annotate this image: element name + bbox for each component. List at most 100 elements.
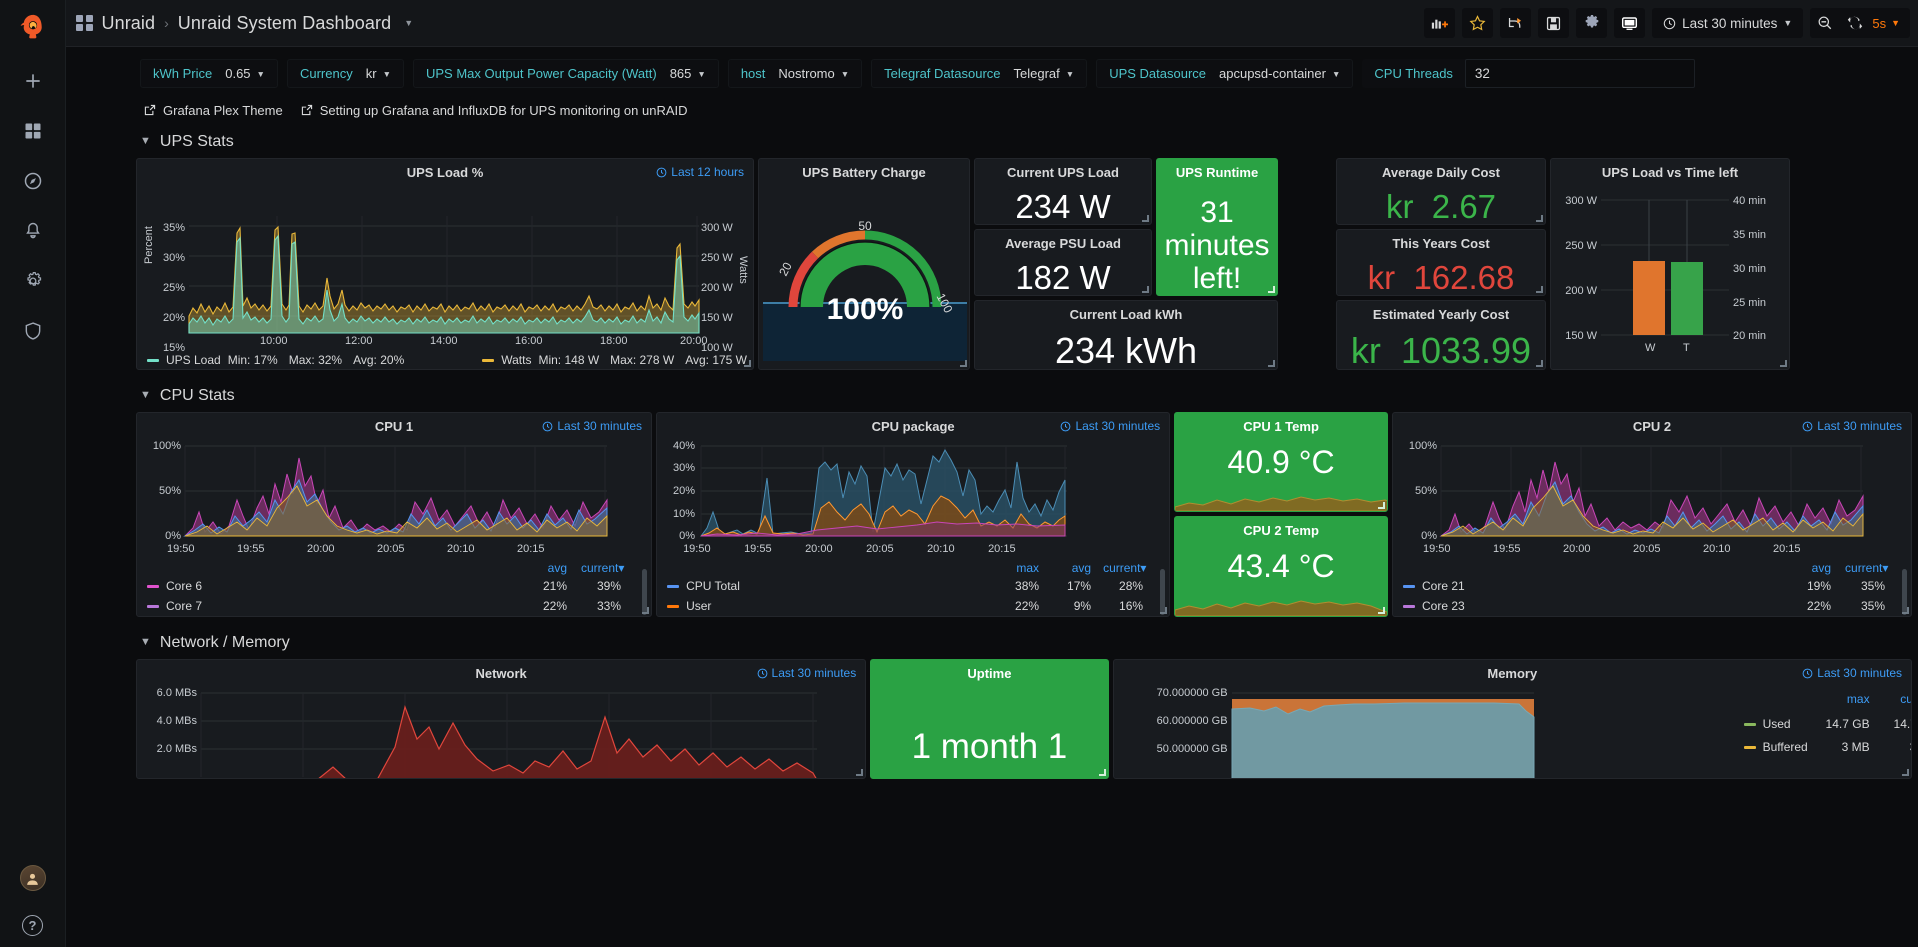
panel-this-years-cost[interactable]: This Years Cost kr 162.68: [1336, 229, 1546, 296]
panel-time-range[interactable]: Last 12 hours: [656, 165, 744, 179]
panel-resize-handle[interactable]: [1378, 502, 1386, 509]
panel-resize-handle[interactable]: [1536, 360, 1543, 367]
breadcrumb-dashboard-title[interactable]: Unraid System Dashboard: [177, 12, 392, 33]
grafana-logo[interactable]: [0, 0, 65, 56]
row-header-network-memory[interactable]: ▼ Network / Memory: [66, 627, 1918, 659]
panel-ups-load-percent[interactable]: UPS Load % Last 12 hours 35% 30% 25% 20%…: [136, 158, 754, 370]
panel-ups-battery-charge[interactable]: UPS Battery Charge 50 20 100 100%: [758, 158, 970, 370]
refresh-dashboard-button[interactable]: [1840, 8, 1870, 38]
panel-time-range[interactable]: Last 30 minutes: [1060, 419, 1160, 433]
panel-resize-handle[interactable]: [960, 360, 967, 367]
legend-scrollbar[interactable]: [1160, 569, 1166, 615]
sidebar-item-create[interactable]: [0, 56, 65, 106]
legend-header[interactable]: avg: [1811, 561, 1832, 575]
panel-resize-handle[interactable]: [1378, 607, 1386, 614]
row-header-cpu-stats[interactable]: ▼ CPU Stats: [66, 380, 1918, 412]
variable-telegraf-datasource[interactable]: Telegraf Datasource Telegraf ▼: [871, 59, 1088, 88]
row-header-ups-stats[interactable]: ▼ UPS Stats: [66, 126, 1918, 158]
panel-resize-handle[interactable]: [1536, 215, 1543, 222]
legend-item-core-21[interactable]: Core 21 19% 35%: [1393, 579, 1911, 593]
legend-header[interactable]: current▾: [581, 561, 625, 575]
panel-current-ups-load[interactable]: Current UPS Load 234 W: [974, 158, 1152, 225]
add-panel-button[interactable]: [1424, 8, 1456, 38]
legend-item-core-6[interactable]: Core 6 21% 39%: [137, 579, 651, 593]
legend-item-user[interactable]: User 22% 9% 16%: [657, 599, 1169, 613]
panel-resize-handle[interactable]: [1902, 769, 1909, 776]
legend-item-watts[interactable]: Watts Min: 148 W Max: 278 W Avg: 175 W: [482, 353, 747, 367]
legend-scrollbar[interactable]: [642, 569, 648, 615]
sidebar-item-server-admin[interactable]: [0, 306, 65, 356]
zoom-out-time-button[interactable]: [1810, 8, 1840, 38]
panel-cpu-package[interactable]: CPU package Last 30 minutes 40% 30% 20% …: [656, 412, 1171, 617]
dashboard-link-ups-monitoring-guide[interactable]: Setting up Grafana and InfluxDB for UPS …: [301, 103, 688, 118]
dashboard-link-grafana-plex-theme[interactable]: Grafana Plex Theme: [144, 103, 283, 118]
panel-resize-handle[interactable]: [1902, 607, 1909, 614]
panel-uptime[interactable]: Uptime 1 month 1: [870, 659, 1109, 779]
legend-header[interactable]: current: [1900, 692, 1911, 706]
panel-average-daily-cost[interactable]: Average Daily Cost kr 2.67: [1336, 158, 1546, 225]
panel-resize-handle[interactable]: [744, 360, 751, 367]
panel-resize-handle[interactable]: [1780, 360, 1787, 367]
mark-favorite-button[interactable]: [1462, 8, 1494, 38]
legend-item-buffered[interactable]: Buffered 3 MB 3 MB: [1743, 740, 1911, 754]
variable-kwh-price[interactable]: kWh Price 0.65 ▼: [140, 59, 278, 88]
variable-ups-datasource[interactable]: UPS Datasource apcupsd-container ▼: [1096, 59, 1354, 88]
variable-ups-max-output-power-capacity[interactable]: UPS Max Output Power Capacity (Watt) 865…: [412, 59, 719, 88]
sidebar-item-dashboards[interactable]: [0, 106, 65, 156]
legend-item-used[interactable]: Used 14.7 GB 14.7 GB: [1743, 717, 1911, 731]
legend-item-cpu-total[interactable]: CPU Total 38% 17% 28%: [657, 579, 1169, 593]
panel-resize-handle[interactable]: [1268, 286, 1275, 293]
breadcrumb-folder[interactable]: Unraid: [101, 12, 156, 33]
tv-mode-button[interactable]: [1614, 8, 1646, 38]
panel-memory[interactable]: Memory Last 30 minutes 70.000000 GB 60.0…: [1112, 659, 1912, 779]
legend-header[interactable]: current▾: [1845, 561, 1889, 575]
dashboard-settings-button[interactable]: [1576, 8, 1608, 38]
legend-item-ups-load[interactable]: UPS Load Min: 17% Max: 32% Avg: 20%: [147, 353, 404, 367]
time-range-picker[interactable]: Last 30 minutes ▼: [1652, 8, 1804, 38]
chevron-down-icon[interactable]: ▼: [404, 18, 414, 28]
share-dashboard-button[interactable]: [1500, 8, 1532, 38]
panel-time-range[interactable]: Last 30 minutes: [1802, 419, 1902, 433]
panel-cpu-2-temp[interactable]: CPU 2 Temp 43.4 °C: [1174, 516, 1389, 617]
legend-header[interactable]: current▾: [1103, 561, 1147, 575]
panel-resize-handle[interactable]: [1142, 286, 1149, 293]
panel-ups-load-vs-time-left[interactable]: UPS Load vs Time left 300 W 250 W 200 W …: [1550, 158, 1790, 370]
panel-resize-handle[interactable]: [1268, 360, 1275, 367]
panel-estimated-yearly-cost[interactable]: Estimated Yearly Cost kr 1033.99: [1336, 300, 1546, 370]
panel-resize-handle[interactable]: [856, 769, 864, 776]
legend-header[interactable]: avg: [1071, 561, 1092, 575]
panel-time-range[interactable]: Last 30 minutes: [757, 666, 856, 680]
panel-cpu-2[interactable]: CPU 2 Last 30 minutes 100% 50% 0%: [1392, 412, 1912, 617]
cpu-threads-input[interactable]: 32: [1464, 59, 1695, 88]
panel-time-range[interactable]: Last 30 minutes: [542, 419, 642, 433]
save-dashboard-button[interactable]: [1538, 8, 1570, 38]
legend-scrollbar[interactable]: [1902, 569, 1907, 615]
panel-resize-handle[interactable]: [1536, 286, 1543, 293]
panel-average-psu-load[interactable]: Average PSU Load 182 W: [974, 229, 1152, 296]
sidebar-item-explore[interactable]: [0, 156, 65, 206]
legend-label: Core 23: [1422, 599, 1465, 613]
panel-cpu-1[interactable]: CPU 1 Last 30 minutes 100% 50% 0%: [136, 412, 653, 617]
panel-current-load-kwh[interactable]: Current Load kWh 234 kWh: [974, 300, 1278, 370]
legend-header[interactable]: max: [1846, 692, 1870, 706]
panel-cpu-1-temp[interactable]: CPU 1 Temp 40.9 °C: [1174, 412, 1389, 512]
sidebar-item-configuration[interactable]: [0, 256, 65, 306]
panel-time-range[interactable]: Last 30 minutes: [1802, 666, 1902, 680]
panel-resize-handle[interactable]: [1142, 215, 1149, 222]
panel-network[interactable]: Network Last 30 minutes 6.0 MBs 4.0 MBs …: [136, 659, 867, 779]
variable-currency[interactable]: Currency kr ▼: [286, 59, 404, 88]
variable-host[interactable]: host Nostromo ▼: [727, 59, 863, 88]
legend-header[interactable]: avg: [547, 561, 567, 575]
panel-resize-handle[interactable]: [1098, 769, 1106, 776]
panel-ups-runtime[interactable]: UPS Runtime 31 minutes left!: [1156, 158, 1278, 296]
legend-item-core-7[interactable]: Core 7 22% 33%: [137, 599, 651, 613]
legend-item-core-23[interactable]: Core 23 22% 35%: [1393, 599, 1911, 613]
panel-resize-handle[interactable]: [1160, 607, 1168, 614]
panel-resize-handle[interactable]: [642, 607, 650, 614]
dashboards-grid-icon[interactable]: [76, 14, 93, 32]
legend-header[interactable]: max: [1016, 561, 1040, 575]
refresh-interval-picker[interactable]: 5s ▼: [1870, 16, 1910, 31]
sidebar-item-alerting[interactable]: [0, 206, 65, 256]
sidebar-item-help[interactable]: ?: [0, 903, 65, 947]
user-avatar[interactable]: [0, 853, 65, 903]
